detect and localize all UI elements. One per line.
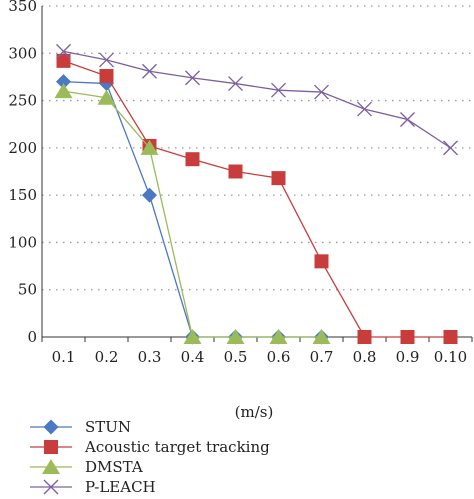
x-tick-labels: 0.1 0.2 0.3 0.4 0.5 0.6 0.7 0.8 0.9 0.10 [52,348,468,366]
legend-item-acoustic-target-tracking: Acoustic target tracking [30,438,270,456]
cross-stroke [357,101,372,117]
data-point-p-leach [314,84,329,100]
x-tick-label: 0.3 [138,348,162,366]
series-line-acoustic-target-tracking [63,60,451,338]
legend-label: P-LEACH [85,478,156,496]
series-line-dmsta [63,90,322,338]
data-point-dmsta [97,89,116,105]
x-axis-title: (m/s) [235,403,274,421]
data-point-acoustic-target-tracking [271,171,286,186]
data-point-stun [142,187,157,203]
data-point-acoustic-target-tracking [228,164,243,179]
cross-stroke [314,84,329,100]
data-series [54,43,458,345]
cross-stroke [271,82,286,98]
data-point-acoustic-target-tracking [443,330,458,344]
legend-label: Acoustic target tracking [84,438,270,456]
y-tick-label: 150 [8,186,37,204]
x-tick-label: 0.6 [267,348,291,366]
y-tick-label: 0 [27,328,37,346]
axes [41,6,473,342]
data-point-acoustic-target-tracking [314,254,329,269]
cross-stroke [228,76,243,92]
series-line-stun [63,81,322,338]
data-point-stun [56,74,71,90]
cross-stroke [142,63,157,79]
cross-stroke [99,52,114,68]
legend-marker [44,440,58,454]
cross-stroke [443,140,458,156]
y-tick-label: 250 [8,92,37,110]
y-tick-label: 200 [8,139,37,157]
y-tick-labels: 0 50 100 150 200 250 300 350 [8,0,37,346]
legend-marker [43,479,59,495]
series-line-p-leach [63,50,451,149]
data-point-p-leach [185,70,200,86]
data-point-p-leach [99,52,114,68]
series-dmsta [54,83,331,344]
data-point-p-leach [400,112,415,127]
data-point-p-leach [228,76,243,92]
legend-marker [43,419,59,435]
legend-marker [42,459,60,474]
data-point-acoustic-target-tracking [99,68,114,83]
legend-label: DMSTA [85,458,143,476]
legend-item-dmsta: DMSTA [30,458,143,476]
series-acoustic-target-tracking [56,53,458,344]
series-p-leach [56,43,458,156]
x-tick-label: 0.9 [396,348,420,366]
data-point-p-leach [357,101,372,117]
y-tick-label: 350 [8,0,37,15]
legend-item-stun: STUN [30,418,131,436]
x-tick-label: 0.1 [52,348,76,366]
x-tick-label: 0.8 [353,348,377,366]
data-point-acoustic-target-tracking [400,330,415,344]
data-point-acoustic-target-tracking [357,330,372,344]
data-point-dmsta [183,329,202,344]
data-point-p-leach [271,82,286,98]
data-point-p-leach [142,63,157,79]
x-tick-label: 0.10 [434,348,467,366]
series-stun [56,74,329,345]
x-tick-label: 0.2 [95,348,119,366]
data-point-p-leach [56,43,71,59]
x-tick-label: 0.7 [310,348,334,366]
y-tick-label: 50 [18,281,37,299]
cross-stroke [56,43,71,59]
gridlines [42,5,472,291]
legend: STUN Acoustic target tracking DMSTA P-LEACH [30,418,270,496]
y-tick-label: 300 [8,44,37,62]
data-point-dmsta [140,139,159,155]
data-point-dmsta [312,329,331,344]
data-point-dmsta [269,329,288,344]
data-point-dmsta [226,329,245,344]
y-tick-label: 100 [8,233,37,251]
legend-label: STUN [85,418,131,436]
cross-stroke [185,70,200,86]
x-tick-label: 0.4 [181,348,205,366]
data-point-acoustic-target-tracking [185,152,200,167]
cross-stroke [400,112,415,127]
data-point-p-leach [443,140,458,156]
x-tick-label: 0.5 [224,348,248,366]
data-point-acoustic-target-tracking [56,53,71,68]
cross-stroke [43,479,59,495]
data-point-dmsta [54,83,73,99]
legend-item-p-leach: P-LEACH [30,478,156,496]
